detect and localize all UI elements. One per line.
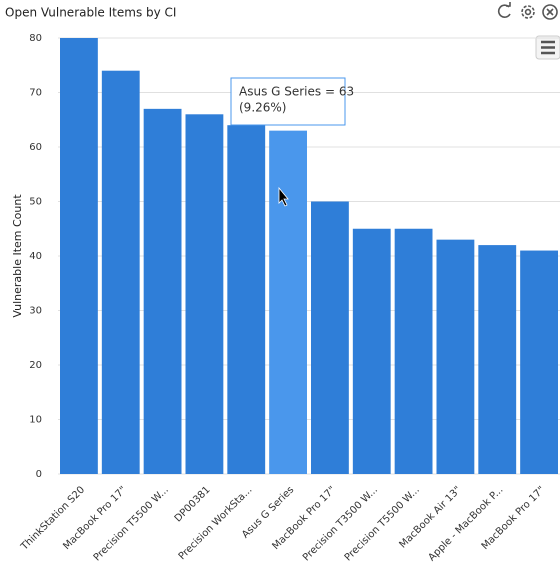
refresh-icon[interactable]: [497, 2, 511, 18]
bar: [520, 250, 558, 474]
bar: [269, 130, 307, 474]
menu-lines: [541, 40, 555, 55]
bar: [394, 228, 433, 474]
x-tick-label: DP00381: [173, 484, 213, 524]
x-tick-label: Precision T3500 W...: [301, 484, 380, 563]
tooltip-line: Asus G Series = 63: [239, 85, 354, 99]
gear-inner: [524, 8, 532, 16]
bar: [101, 70, 140, 474]
bar: [60, 38, 98, 474]
mouse-cursor: [278, 186, 289, 207]
x-tick-label: Precision WorkSta...: [177, 484, 255, 562]
menu-button[interactable]: [535, 35, 560, 60]
close-x: [546, 8, 554, 16]
chart-title: Open Vulnerable Items by CI: [5, 6, 176, 20]
y-tick-label: 70: [29, 88, 42, 99]
bar: [227, 125, 266, 474]
refresh-arrow: [506, 2, 511, 7]
close-icon[interactable]: [542, 4, 558, 20]
bar: [143, 108, 182, 474]
y-axis-label: Vulnerable Item Count: [11, 194, 24, 318]
y-tick-label: 80: [29, 33, 42, 44]
bar: [352, 228, 391, 474]
y-tick-label: 50: [29, 197, 42, 208]
tooltip: Asus G Series = 63 (9.26%): [230, 77, 354, 126]
x-tick-label: Precision T5500 W...: [343, 484, 422, 563]
y-tick-label: 20: [29, 360, 42, 371]
x-tick-label: Apple - MacBook P...: [426, 484, 505, 563]
gear-outer: [521, 5, 535, 19]
x-tick-label: Precision T5500 W...: [92, 484, 171, 563]
y-tick-label: 0: [36, 469, 42, 480]
bar: [478, 245, 517, 474]
settings-icon[interactable]: [521, 5, 535, 19]
y-tick-label: 10: [29, 415, 42, 426]
y-tick-label: 60: [29, 142, 42, 153]
bar: [311, 201, 349, 474]
tooltip-line: (9.26%): [239, 101, 286, 115]
y-tick-label: 40: [29, 251, 42, 262]
tooltip-box: [230, 77, 346, 126]
y-tick-label: 30: [29, 306, 42, 317]
bar: [185, 114, 224, 475]
bar: [436, 239, 475, 474]
close-circle: [542, 4, 558, 20]
refresh-arc: [497, 4, 511, 18]
